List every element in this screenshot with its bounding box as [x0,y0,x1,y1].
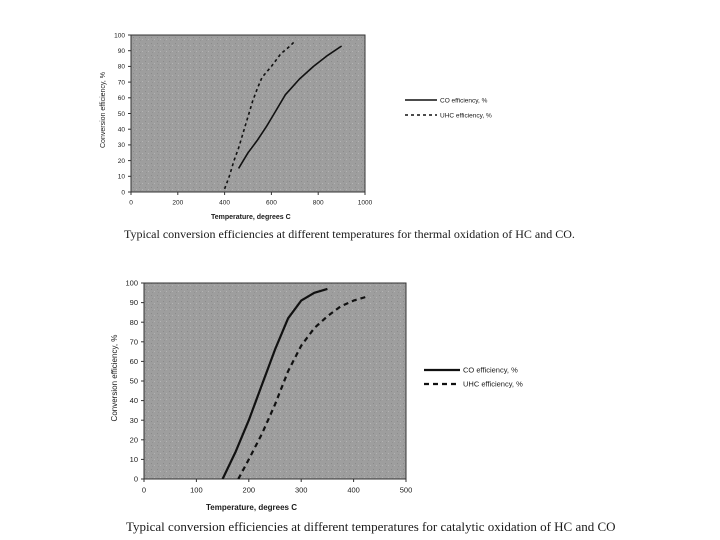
legend-label: CO efficiency, % [440,97,488,104]
y-tick-label: 20 [118,158,126,165]
y-tick-label: 0 [121,189,125,196]
y-tick-label: 0 [134,475,138,484]
co-efficiency-line [237,45,343,169]
x-tick-label: 500 [400,486,413,495]
y-tick-label: 10 [130,455,138,464]
catalytic-oxidation-chart: 0 10 20 30 40 50 60 70 80 90 100 0 100 200 300 400 500 Te… [110,279,523,512]
x-axis-title: Temperature, degrees C [206,503,297,512]
x-tick-label: 400 [347,486,360,495]
x-tick-label: 1000 [358,200,373,207]
uhc-efficiency-line [237,295,368,480]
y-tick-label: 40 [130,396,138,405]
y-tick-label: 70 [118,79,126,86]
y-tick-label: 100 [114,32,125,39]
x-tick-label: 800 [313,200,324,207]
x-tick-label: 200 [172,200,183,207]
y-tick-label: 60 [118,95,126,102]
y-tick-label: 10 [118,174,126,181]
y-tick-label: 50 [118,111,126,118]
x-tick-label: 0 [129,200,133,207]
y-tick-label: 80 [118,64,126,71]
y-tick-label: 30 [118,142,126,149]
y-tick-label: 20 [130,435,138,444]
plot-area [143,282,407,480]
y-tick-label: 70 [130,337,138,346]
x-tick-label: 400 [219,200,230,207]
y-axis-title: Conversion efficiency, % [110,335,119,422]
uhc-efficiency-line [223,40,296,190]
y-axis-title: Conversion efficiency, % [100,72,107,148]
x-tick-label: 300 [295,486,308,495]
x-tick-label: 100 [190,486,203,495]
y-tick-label: 100 [125,279,138,288]
y-tick-label: 50 [130,377,138,386]
y-tick-label: 30 [130,416,138,425]
x-axis-title: Temperature, degrees C [211,214,291,221]
catalytic-chart-caption: Typical conversion efficiencies at diffe… [126,519,616,534]
y-tick-label: 90 [118,48,126,55]
y-tick-label: 90 [130,298,138,307]
legend-label: UHC efficiency, % [463,380,523,389]
plot-area [130,34,366,193]
x-tick-label: 600 [266,200,277,207]
y-tick-label: 80 [130,318,138,327]
y-tick-label: 60 [130,357,138,366]
thermal-chart-caption: Typical conversion efficiencies at diffe… [124,227,575,241]
legend-label: CO efficiency, % [463,366,518,375]
legend-label: UHC efficiency, % [440,112,492,119]
y-tick-label: 40 [118,126,126,133]
x-tick-label: 200 [243,486,256,495]
x-tick-label: 0 [142,486,146,495]
co-efficiency-line [221,287,328,480]
